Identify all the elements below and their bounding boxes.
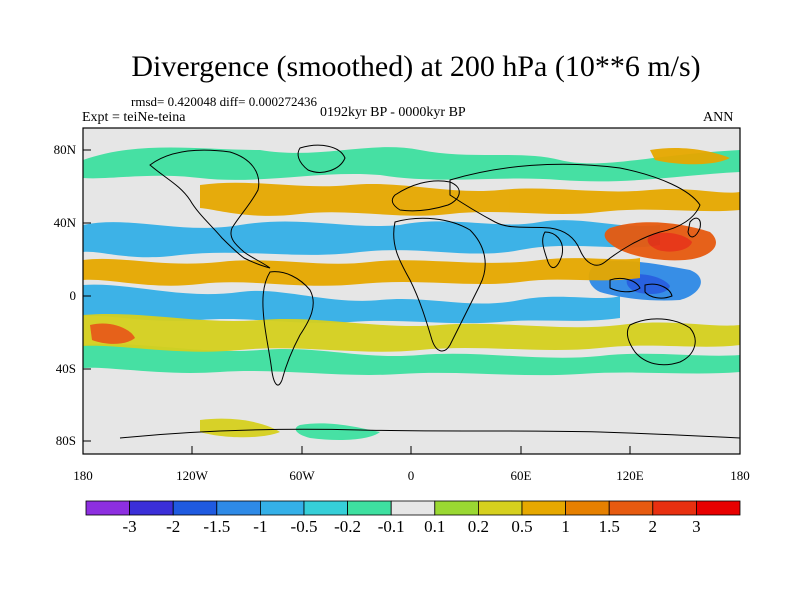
- colorbar-label: -1.5: [203, 517, 231, 536]
- colorbar-label: -0.2: [334, 517, 362, 536]
- period-label: 0192kyr BP - 0000kyr BP: [320, 105, 466, 120]
- lon-label-180e: 180: [730, 468, 750, 483]
- lon-label-60e: 60E: [510, 468, 532, 483]
- colorbar-label: -2: [166, 517, 181, 536]
- colorbar-swatch: [434, 500, 479, 516]
- colorbar: [85, 500, 741, 516]
- pos-band-south: [83, 313, 740, 352]
- colorbar-swatch: [652, 500, 697, 516]
- pos-south-pacific: [90, 323, 135, 344]
- colorbar-label: -0.5: [290, 517, 318, 536]
- neg-band-north: [83, 147, 740, 182]
- pos-west-pacific-core: [647, 232, 692, 252]
- colorbar-swatch: [259, 500, 305, 516]
- neg-band-subtrop: [83, 220, 660, 258]
- colorbar-label: 2: [648, 517, 658, 536]
- lat-label-40n: 40N: [53, 215, 76, 230]
- season-label: ANN: [703, 110, 734, 125]
- lat-label-40s: 40S: [55, 361, 76, 376]
- neg-band-south: [83, 343, 740, 376]
- lat-label-80s: 80S: [55, 433, 76, 448]
- colorbar-label: 0.1: [424, 517, 446, 536]
- coastlines: [119, 144, 740, 439]
- colorbar-swatch: [390, 500, 436, 516]
- colorbar-swatch: [608, 500, 654, 516]
- axis-ticks: [82, 149, 741, 454]
- pos-band-north: [200, 182, 740, 216]
- colorbar-label: 0.2: [467, 517, 490, 536]
- colorbar-swatch: [172, 500, 218, 516]
- pos-arctic: [650, 147, 730, 165]
- colorbar-swatch: [347, 500, 392, 516]
- pos-antarctic: [200, 418, 280, 438]
- plot-title: Divergence (smoothed) at 200 hPa (10**6 …: [131, 50, 701, 83]
- lon-label-180w: 180: [73, 468, 93, 483]
- neg-band-eq: [83, 284, 620, 324]
- colorbar-swatch: [216, 500, 261, 516]
- colorbar-label: 1: [561, 517, 570, 536]
- colorbar-swatch: [696, 500, 741, 516]
- pos-band-subtrop: [83, 258, 640, 286]
- colorbar-label: 1.5: [598, 517, 620, 536]
- lon-label-120w: 120W: [176, 468, 208, 483]
- lon-label-0: 0: [407, 468, 415, 483]
- lat-label-0: 0: [69, 288, 77, 303]
- colorbar-swatch: [303, 500, 348, 516]
- colorbar-swatch: [565, 500, 610, 516]
- lat-label-80n: 80N: [53, 142, 76, 157]
- divergence-field: [83, 128, 740, 454]
- colorbar-swatch: [85, 500, 130, 516]
- colorbar-label: 3: [692, 517, 701, 536]
- colorbar-label: 0.5: [511, 517, 533, 536]
- colorbar-swatch: [477, 500, 523, 516]
- lon-label-60w: 60W: [289, 468, 315, 483]
- colorbar-label: -0.1: [377, 517, 405, 536]
- colorbar-label: -3: [122, 517, 137, 536]
- colorbar-swatch: [129, 500, 174, 516]
- experiment-label: Expt = teiNe-teina: [82, 110, 186, 125]
- colorbar-label: -1: [253, 517, 268, 536]
- rmsd-text: rmsd= 0.420048 diff= 0.000272436: [131, 94, 317, 109]
- colorbar-swatch: [521, 500, 566, 516]
- neg-antarctic: [295, 423, 380, 440]
- lon-label-120e: 120E: [616, 468, 644, 483]
